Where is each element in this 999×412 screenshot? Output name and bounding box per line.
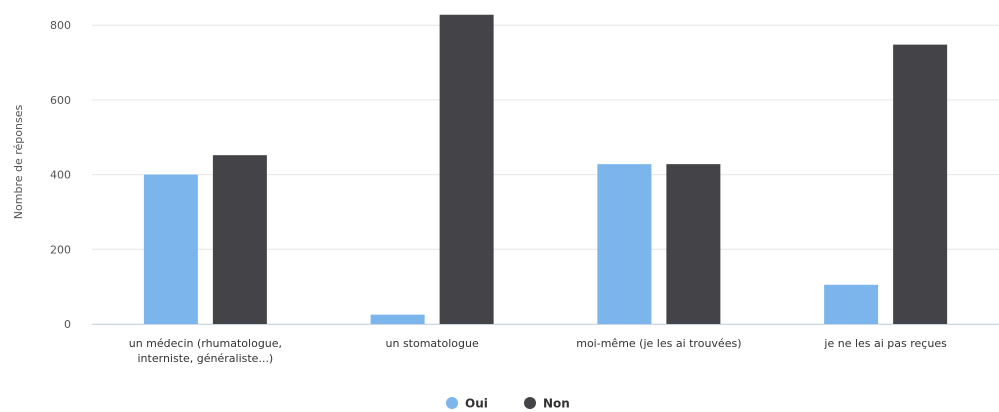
legend-marker [524, 397, 536, 409]
x-category-label: un médecin (rhumatologue, interniste, gén… [129, 337, 282, 365]
y-axis-label: Nombre de réponses [12, 105, 25, 220]
x-category-label: je ne les ai pas reçues [823, 337, 947, 350]
x-axis-labels: un médecin (rhumatologue, interniste, gén… [129, 337, 947, 365]
y-tick-label: 600 [50, 94, 71, 107]
bar-oui-0[interactable] [143, 174, 198, 324]
y-axis-ticks: 0 200 400 600 800 [50, 19, 71, 331]
x-category-label-line: un stomatologue [386, 337, 479, 350]
legend-label: Non [543, 397, 570, 411]
legend-marker [446, 397, 458, 409]
y-tick-label: 0 [64, 318, 71, 331]
y-tick-label: 200 [50, 243, 71, 256]
x-category-label: un stomatologue [386, 337, 479, 350]
x-category-label-line: je ne les ai pas reçues [823, 337, 947, 350]
bar-non-2[interactable] [666, 164, 721, 324]
bar-non-0[interactable] [212, 155, 267, 324]
x-category-label: moi-même (je les ai trouvées) [576, 337, 741, 350]
legend-label: Oui [465, 397, 488, 411]
bar-oui-1[interactable] [370, 314, 425, 324]
bar-non-3[interactable] [893, 44, 948, 325]
bars [143, 14, 948, 325]
bar-oui-2[interactable] [597, 164, 652, 324]
y-tick-label: 800 [50, 19, 71, 32]
legend[interactable]: Oui Non [446, 397, 570, 411]
x-category-label-line: moi-même (je les ai trouvées) [576, 337, 741, 350]
legend-item-non[interactable]: Non [524, 397, 570, 411]
legend-item-oui[interactable]: Oui [446, 397, 488, 411]
x-category-label-line: interniste, généraliste...) [138, 352, 274, 365]
bar-non-1[interactable] [439, 14, 494, 325]
y-tick-label: 400 [50, 169, 71, 182]
x-category-label-line: un médecin (rhumatologue, [129, 337, 282, 350]
bar-oui-3[interactable] [824, 284, 879, 324]
